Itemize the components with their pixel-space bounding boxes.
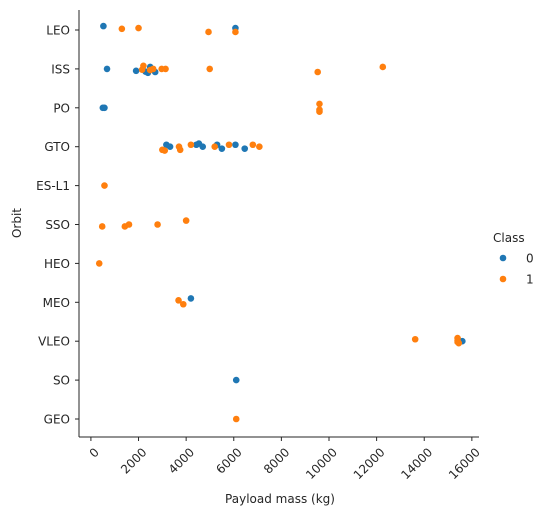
data-point <box>101 104 108 112</box>
data-point <box>100 22 107 30</box>
data-point <box>455 339 463 347</box>
data-point <box>316 100 323 108</box>
data-point <box>241 145 249 152</box>
data-point <box>118 25 126 33</box>
data-point <box>166 143 174 150</box>
data-point <box>225 141 233 149</box>
data-point <box>232 141 239 149</box>
x-tick-label: 12000 <box>351 445 388 482</box>
x-axis-title: Payload mass (kg) <box>225 492 335 506</box>
data-point <box>138 66 146 73</box>
data-point <box>316 108 323 115</box>
legend-label: 1 <box>526 273 534 287</box>
data-point <box>218 145 226 152</box>
data-point <box>149 65 157 73</box>
axes: LEO ISS PO GTO ES-L1 SSO HEO MEO VLEO SO GEO 0 2000 4… <box>10 10 483 506</box>
data-point <box>154 221 161 228</box>
data-point <box>176 146 184 154</box>
x-tick-label: 16000 <box>446 445 483 482</box>
data-point <box>187 295 195 302</box>
x-tick-label: 8000 <box>261 445 292 476</box>
y-tick-label: LEO <box>46 24 70 38</box>
x-tick-label: 2000 <box>118 445 149 476</box>
y-axis-title: Orbit <box>10 208 24 238</box>
y-tick-label: ES-L1 <box>36 179 70 193</box>
data-point <box>182 217 190 224</box>
data-point <box>162 65 169 73</box>
x-tick-label: 14000 <box>398 445 435 482</box>
data-points <box>95 22 466 423</box>
y-tick-label: PO <box>53 101 70 115</box>
data-point <box>314 68 321 76</box>
y-tick-label: SSO <box>45 218 70 232</box>
legend-title: Class <box>493 231 525 245</box>
data-point <box>175 297 182 304</box>
y-tick-label: GEO <box>44 413 70 427</box>
data-point <box>161 147 169 154</box>
x-tick-label: 10000 <box>303 445 340 482</box>
data-point <box>95 260 103 267</box>
data-point <box>101 182 108 189</box>
data-point <box>193 141 200 149</box>
y-tick-label: SO <box>53 374 70 388</box>
data-point <box>379 63 387 71</box>
data-point <box>132 67 140 75</box>
data-point <box>98 223 106 230</box>
data-point <box>187 141 195 149</box>
legend-label: 0 <box>526 252 534 266</box>
data-point <box>232 376 240 384</box>
data-point <box>211 143 219 150</box>
data-point <box>256 143 263 150</box>
data-point <box>249 141 257 149</box>
x-tick-label: 4000 <box>166 445 197 476</box>
x-tick-label: 0 <box>87 445 102 460</box>
data-point <box>232 415 240 423</box>
data-point <box>125 221 133 228</box>
data-point <box>179 300 187 308</box>
y-tick-label: GTO <box>44 140 70 154</box>
data-point <box>205 28 212 36</box>
y-tick-label: ISS <box>51 62 70 76</box>
data-point <box>232 28 239 36</box>
data-point <box>411 335 419 343</box>
data-point <box>135 24 142 32</box>
y-tick-label: HEO <box>44 257 70 271</box>
y-tick-label: MEO <box>43 296 70 310</box>
data-point <box>199 143 207 150</box>
legend-marker <box>499 275 507 283</box>
data-point <box>103 65 111 73</box>
x-tick-label: 6000 <box>213 445 244 476</box>
data-point <box>206 65 214 73</box>
legend-marker <box>499 254 507 262</box>
y-tick-label: VLEO <box>38 335 70 349</box>
